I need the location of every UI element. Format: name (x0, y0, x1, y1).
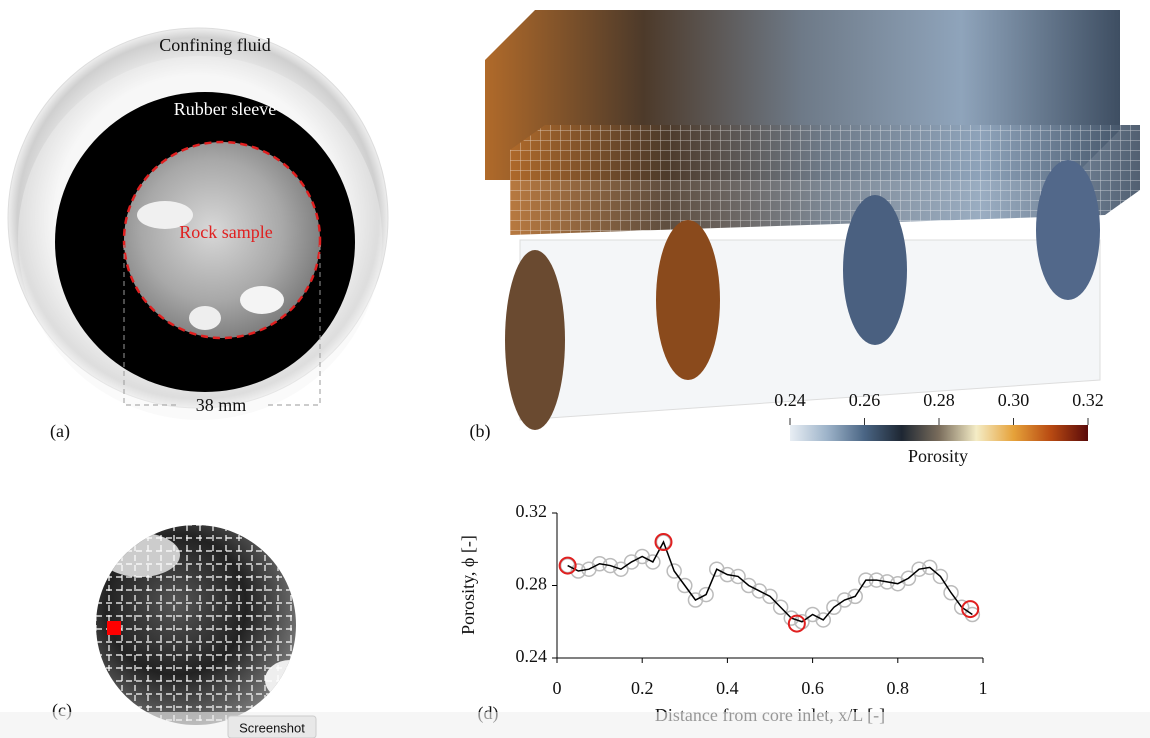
panel-label: (b) (470, 421, 491, 442)
toolbar (0, 712, 1150, 738)
x-tick-label: 0.6 (801, 678, 824, 698)
x-tick-label: 0.4 (716, 678, 739, 698)
colorbar (790, 425, 1088, 441)
y-tick-label: 0.24 (516, 646, 548, 666)
panel-label: (a) (50, 421, 70, 442)
rock-feature (189, 306, 221, 330)
slice (656, 220, 720, 380)
colorbar-title: Porosity (908, 446, 968, 466)
colorbar-tick-label: 0.28 (923, 390, 955, 410)
label: Rock sample (179, 222, 272, 242)
slice-feature (100, 533, 180, 577)
x-tick-label: 0.8 (887, 678, 910, 698)
tooltip-text: Screenshot (239, 720, 305, 735)
label: Rubber sleeve (174, 99, 276, 119)
data-line (568, 542, 973, 622)
rock-feature (240, 286, 284, 314)
y-axis-label: Porosity, ϕ [-] (458, 535, 478, 635)
slice (843, 195, 907, 345)
y-tick-label: 0.28 (516, 574, 548, 594)
colorbar-tick-label: 0.32 (1072, 390, 1104, 410)
x-tick-label: 0 (553, 678, 562, 698)
colorbar-tick-label: 0.30 (998, 390, 1030, 410)
label: 38 mm (196, 395, 247, 415)
colorbar-tick-label: 0.24 (774, 390, 806, 410)
slice-feature (265, 660, 315, 700)
slice (1036, 160, 1100, 300)
axes (557, 513, 983, 658)
figure: Confining fluid Rubber sleeve Rock sampl… (0, 0, 1150, 738)
x-tick-label: 1 (979, 678, 988, 698)
y-tick-label: 0.32 (516, 501, 548, 521)
slice (505, 250, 565, 430)
colorbar-tick-label: 0.26 (849, 390, 881, 410)
label: Confining fluid (159, 35, 271, 55)
selected-cell (107, 621, 121, 635)
slice-grid (96, 525, 315, 725)
x-tick-label: 0.2 (631, 678, 654, 698)
